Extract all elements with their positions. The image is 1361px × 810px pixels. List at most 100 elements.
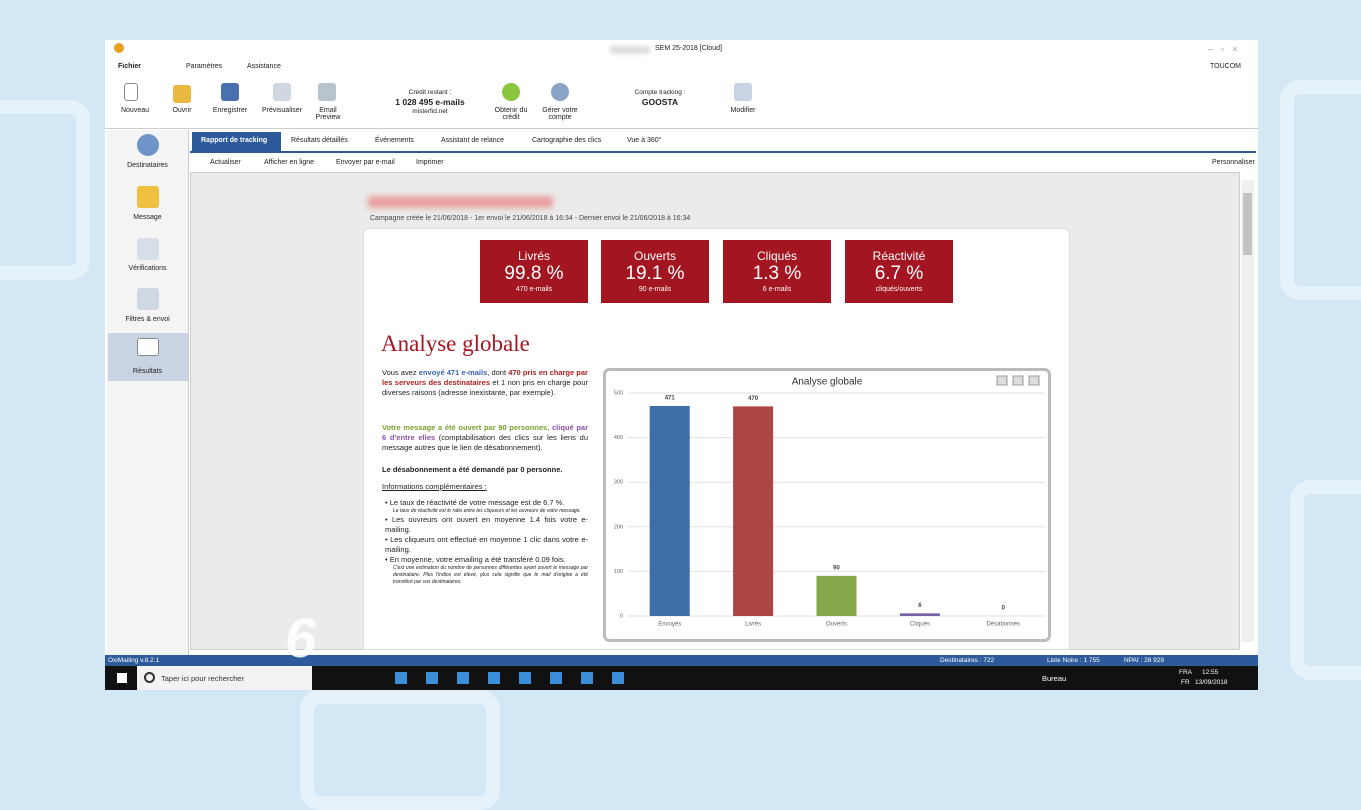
y-tick-label: 500: [614, 390, 623, 396]
kpi-box: Ouverts 19.1 % 90 e-mails: [601, 240, 709, 303]
toolbar-button[interactable]: Actualiser: [210, 159, 241, 166]
language[interactable]: FRA: [1179, 669, 1192, 676]
icon-modify: [734, 83, 752, 101]
desktop-label[interactable]: Bureau: [1042, 674, 1067, 683]
taskbar: Taper ici pour rechercher Bureau FRA FR …: [105, 666, 1258, 690]
x-tick-label: Livrés: [745, 622, 761, 628]
icon-recipients: [137, 134, 159, 156]
value-label: 471: [665, 396, 676, 402]
window-title: SEM 25-2018 [Cloud]: [655, 45, 722, 52]
menu-item[interactable]: Fichier: [118, 63, 141, 70]
search-box[interactable]: Taper ici pour rechercher: [137, 666, 312, 690]
tracking-label: Compte tracking :: [634, 89, 686, 96]
menu-item[interactable]: Assistance: [247, 63, 281, 70]
print-button[interactable]: [1012, 375, 1024, 386]
status-blacklist: Liste Noire : 1 755: [1047, 657, 1100, 664]
icon-save: [221, 83, 239, 101]
overlay-number: 6: [285, 606, 317, 669]
app-icon: [114, 43, 124, 53]
sidebar-item[interactable]: Message: [133, 214, 162, 221]
export-button[interactable]: [996, 375, 1008, 386]
bullet-text: En moyenne, votre emailing a été transfé…: [389, 555, 566, 564]
campaign-info: Campagne créée le 21/06/2018 - 1er envoi…: [370, 215, 691, 222]
bullet-note: C'est une estimation du nombre de person…: [393, 565, 588, 585]
tab[interactable]: Événements: [375, 137, 414, 144]
y-tick-label: 100: [614, 569, 623, 575]
paragraph: Votre message a été ouvert par 90 person…: [382, 423, 588, 453]
download-button[interactable]: [1028, 375, 1040, 386]
kpi-label: Ouverts: [633, 249, 676, 263]
credit-value: 1 028 495 e-mails: [395, 97, 465, 107]
text: , dont: [487, 368, 509, 377]
ribbon-button[interactable]: Ouvrir: [172, 107, 192, 114]
sidebar-item[interactable]: Filtres & envoi: [125, 316, 170, 323]
bullet: • En moyenne, votre emailing a été trans…: [385, 555, 588, 585]
tab[interactable]: Assistant de relance: [441, 137, 505, 144]
ribbon-button[interactable]: Obtenir du crédit: [494, 107, 528, 121]
ribbon-button[interactable]: Modifier: [730, 107, 756, 114]
bullet-text: Le taux de réactivité de votre message e…: [389, 498, 565, 507]
icon-preview: [273, 83, 291, 101]
x-tick-label: Ouverts: [826, 622, 847, 628]
kpi-detail: cliqués/ouverts: [875, 286, 923, 293]
kpi-value: 19.1 %: [625, 263, 685, 284]
icon-results: [137, 338, 159, 356]
value-label: 90: [833, 565, 840, 571]
window-controls[interactable]: –▫×: [1208, 44, 1246, 54]
clock-date[interactable]: 13/09/2018: [1195, 679, 1228, 686]
x-tick-label: Cliqués: [910, 622, 930, 628]
paragraph: Vous avez envoyé 471 e-mails, dont 470 p…: [382, 368, 588, 398]
menu-item[interactable]: Paramètres: [186, 63, 223, 70]
separator: [105, 128, 1258, 129]
x-tick-label: Désabonnés: [986, 622, 1020, 628]
desktop: SEM 25-2018 [Cloud] –▫× Fichier Paramètr…: [0, 40, 1361, 810]
tab[interactable]: Rapport de tracking: [201, 137, 268, 144]
y-tick-label: 200: [614, 524, 623, 530]
clock-time[interactable]: 12:55: [1202, 669, 1219, 676]
kpi-label: Cliqués: [756, 249, 798, 263]
ribbon-button[interactable]: Prévisualiser: [261, 107, 303, 114]
value-label: 470: [748, 396, 759, 402]
customize-button[interactable]: Personnaliser: [1212, 159, 1255, 166]
ribbon-button[interactable]: Nouveau: [120, 107, 150, 114]
scrollbar[interactable]: [1241, 180, 1254, 642]
sidebar: [107, 130, 189, 655]
decoration: [1280, 80, 1361, 300]
bar: [816, 575, 857, 616]
bar: [649, 405, 690, 616]
scrollbar-thumb[interactable]: [1243, 193, 1252, 255]
sidebar-item[interactable]: Destinataires: [127, 162, 168, 169]
x-tick-label: Envoyés: [658, 622, 681, 628]
kpi-box: Cliqués 1.3 % 6 e-mails: [723, 240, 831, 303]
toolbar-button[interactable]: Afficher en ligne: [264, 159, 315, 166]
taskbar-apps[interactable]: [395, 672, 635, 684]
bar: [899, 613, 940, 616]
ribbon-button[interactable]: Enregistrer: [212, 107, 248, 114]
tab[interactable]: Cartographie des clics: [532, 137, 602, 144]
ribbon-button[interactable]: Gérer votre compte: [542, 107, 578, 121]
chart: Analyse globale 0 100 200 300 400 500 Envoyés 4…: [603, 368, 1051, 642]
toolbar-button[interactable]: Imprimer: [416, 159, 444, 166]
kpi-detail: 6 e-mails: [762, 286, 792, 293]
info-title: Informations complémentaires :: [382, 482, 487, 491]
blurred-text: [610, 46, 650, 54]
text: Vous avez: [382, 368, 419, 377]
start-button[interactable]: [117, 673, 127, 683]
sidebar-item[interactable]: Résultats: [132, 368, 163, 375]
kpi-box: Réactivité 6.7 % cliqués/ouverts: [845, 240, 953, 303]
sidebar-item[interactable]: Vérifications: [128, 265, 167, 272]
y-tick-label: 300: [614, 480, 623, 486]
icon-message: [137, 186, 159, 208]
highlight: Votre message a été ouvert par 90 person…: [382, 423, 548, 432]
language[interactable]: FR: [1181, 679, 1190, 686]
toolbar-button[interactable]: Envoyer par e-mail: [336, 159, 395, 166]
icon-credit: [502, 83, 520, 101]
kpi-value: 6.7 %: [874, 263, 924, 284]
y-tick-label: 400: [614, 435, 623, 441]
ribbon-button[interactable]: Email Preview: [315, 107, 341, 121]
tab[interactable]: Résultats détaillés: [291, 137, 348, 144]
user-name[interactable]: TOUCOM: [1210, 63, 1241, 70]
tab[interactable]: Vue à 360°: [627, 137, 662, 144]
text: et 1 non pris en charge pour diverses ra…: [382, 378, 588, 397]
icon-email-preview: [318, 83, 336, 101]
